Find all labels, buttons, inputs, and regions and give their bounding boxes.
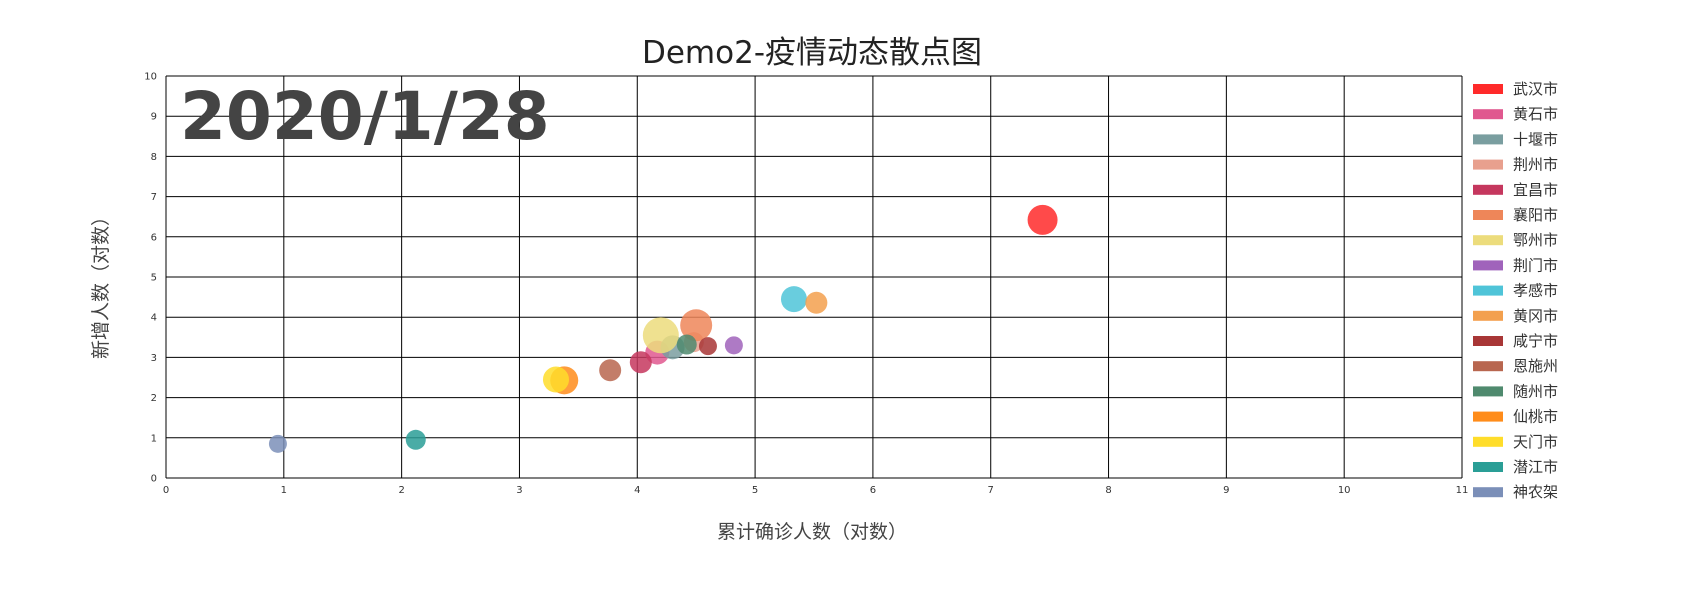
legend-swatch [1473,462,1503,472]
legend-label: 孝感市 [1513,282,1558,300]
legend-label: 黄冈市 [1513,307,1558,325]
grid [165,75,1463,479]
legend-label: 宜昌市 [1513,181,1558,199]
data-point [629,351,652,374]
legend-label: 天门市 [1513,433,1558,451]
legend-label: 恩施州 [1513,357,1558,375]
legend-swatch [1473,336,1503,346]
legend-swatch [1473,235,1503,246]
x-tick-label: 7 [988,485,994,496]
y-tick-label: 5 [151,273,157,284]
data-points [268,204,1058,453]
data-point [680,309,713,342]
data-point [268,434,287,453]
data-point [1027,204,1058,235]
legend-label: 随州市 [1513,382,1558,400]
data-point [805,291,828,314]
legend-swatch [1473,260,1503,271]
x-tick-label: 8 [1105,485,1111,496]
legend-swatch [1473,210,1503,220]
legend-label: 黄石市 [1513,105,1558,123]
y-axis-label: 新增人数（对数） [90,207,112,359]
legend-swatch [1473,310,1503,321]
legend: 武汉市黄石市十堰市荆州市宜昌市襄阳市鄂州市荆门市孝感市黄冈市咸宁市恩施州随州市仙… [1473,80,1558,501]
legend-label: 荆州市 [1513,156,1558,174]
data-point [599,359,622,382]
x-tick-label: 4 [634,485,640,496]
y-tick-label: 4 [151,313,157,324]
legend-label: 荆门市 [1513,256,1558,274]
data-point [780,286,807,313]
legend-label: 十堰市 [1513,130,1558,148]
x-tick-label: 2 [398,485,404,496]
legend-label: 咸宁市 [1513,332,1558,350]
x-tick-label: 3 [516,485,522,496]
data-point [542,366,569,393]
data-point [642,317,679,354]
chart-title: Demo2-疫情动态散点图 [642,35,982,71]
legend-label: 襄阳市 [1513,206,1558,224]
data-point [698,337,717,356]
y-tick-label: 10 [144,72,157,83]
legend-label: 神农架 [1513,483,1558,501]
data-point [676,334,697,355]
date-label: 2020/1/28 [180,78,550,155]
data-point [724,336,743,355]
x-tick-label: 10 [1338,485,1351,496]
legend-swatch [1473,84,1503,94]
x-tick-label: 0 [163,485,169,496]
legend-swatch [1473,487,1503,498]
legend-label: 武汉市 [1513,80,1558,98]
legend-swatch [1473,159,1503,170]
y-tick-label: 8 [151,152,157,163]
y-tick-label: 9 [151,112,157,123]
x-axis-ticks: 0 1 2 3 4 5 6 7 8 9 10 11 [163,485,1469,496]
x-tick-label: 11 [1456,485,1469,496]
legend-swatch [1473,109,1503,120]
x-tick-label: 5 [752,485,758,496]
x-tick-label: 9 [1223,485,1229,496]
legend-swatch [1473,386,1503,397]
legend-label: 潜江市 [1513,458,1558,476]
legend-swatch [1473,134,1503,145]
y-tick-label: 3 [151,353,157,364]
y-axis-ticks: 0 1 2 3 4 5 6 7 8 9 10 [144,72,157,485]
legend-label: 鄂州市 [1513,231,1558,249]
legend-swatch [1473,285,1503,296]
y-tick-label: 1 [151,433,157,444]
legend-swatch [1473,361,1503,372]
x-axis-label: 累计确诊人数（对数） [717,521,907,543]
y-tick-label: 0 [151,474,157,485]
legend-swatch [1473,411,1503,422]
x-tick-label: 6 [870,485,876,496]
legend-swatch [1473,184,1503,195]
legend-label: 仙桃市 [1513,408,1558,426]
y-tick-label: 2 [151,393,157,404]
y-tick-label: 7 [151,192,157,203]
data-point [405,429,426,450]
legend-swatch [1473,436,1503,447]
x-tick-label: 1 [281,485,287,496]
y-tick-label: 6 [151,232,157,243]
